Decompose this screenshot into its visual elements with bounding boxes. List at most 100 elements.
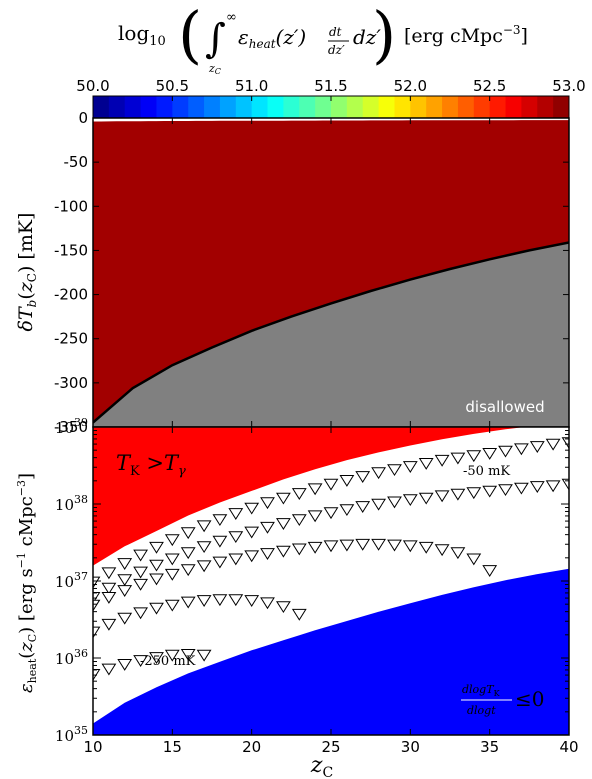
marker-point xyxy=(244,526,260,539)
x-tick-label: 40 xyxy=(559,738,578,756)
x-ticks: 10 15 20 25 30 35 40 xyxy=(83,118,579,756)
marker-point xyxy=(545,480,561,493)
top-y-tick-label: -300 xyxy=(54,374,88,392)
colorbar-band xyxy=(108,96,126,118)
colorbar-tick-label: 52.0 xyxy=(394,77,427,95)
colorbar-band xyxy=(188,96,205,118)
colorbar-band xyxy=(283,96,300,118)
marker-point xyxy=(180,596,196,609)
marker-point xyxy=(307,510,323,523)
marker-point xyxy=(228,553,244,566)
marker-point xyxy=(212,514,228,527)
tk-gt-tgamma-label: TK >Tγ xyxy=(116,451,186,479)
marker-point xyxy=(133,655,149,667)
colorbar-band xyxy=(473,96,491,118)
marker-point xyxy=(228,594,244,607)
marker-point xyxy=(291,514,307,527)
colorbar-band xyxy=(442,96,459,118)
marker-point xyxy=(371,538,387,551)
marker-point xyxy=(545,438,561,451)
marker-point xyxy=(466,450,482,463)
marker-point xyxy=(244,550,260,563)
colorbar-band xyxy=(457,96,475,118)
top-y-tick-label: -350 xyxy=(54,418,88,436)
colorbar-tick-label: 51.0 xyxy=(235,77,268,95)
colorbar-band xyxy=(489,96,507,118)
bottom-y-tick-label: 1038 xyxy=(55,493,88,514)
colorbar-band xyxy=(93,96,110,118)
marker-point xyxy=(260,548,275,560)
top-y-tick-label: -200 xyxy=(54,286,88,304)
colorbar-tick-label: 51.5 xyxy=(314,77,347,95)
marker-point xyxy=(164,649,180,662)
marker-point xyxy=(149,559,164,572)
bottom-y-tick-label: 1037 xyxy=(55,570,88,591)
marker-point xyxy=(93,626,101,639)
svg-text:dlogTK: dlogTK xyxy=(462,683,501,698)
svg-text:dz′: dz′ xyxy=(328,43,345,57)
marker-point xyxy=(196,541,212,554)
marker-point xyxy=(291,608,307,621)
marker-point xyxy=(164,599,180,612)
colorbar-band xyxy=(410,96,427,118)
bottom-y-tick-label: 1039 xyxy=(55,416,88,437)
top-y-tick-label: -50 xyxy=(64,153,89,171)
marker-point xyxy=(387,539,402,552)
marker-point xyxy=(513,482,529,495)
marker-point xyxy=(260,521,275,534)
svg-text:log10: log10 xyxy=(118,21,166,49)
marker-point xyxy=(418,492,434,505)
marker-point xyxy=(355,501,371,513)
svg-text:εheat(zC) [erg s−1 cMpc−3]: εheat(zC) [erg s−1 cMpc−3] xyxy=(15,473,39,693)
marker-point xyxy=(450,547,466,560)
colorbar-tick-label: 53.0 xyxy=(552,77,585,95)
colorbar-band xyxy=(394,96,411,118)
marker-point xyxy=(228,531,244,544)
marker-point xyxy=(498,445,513,458)
marker-point xyxy=(275,545,291,558)
dlogtk-region xyxy=(93,568,569,735)
marker-point xyxy=(371,498,387,511)
colorbar-band xyxy=(299,96,316,118)
colorbar-band xyxy=(124,96,142,118)
colorbar-band xyxy=(362,96,380,118)
colorbar xyxy=(92,95,570,119)
disallowed-region xyxy=(93,242,569,427)
marker-point xyxy=(133,549,149,562)
marker-point xyxy=(529,441,545,453)
x-axis-label: zC xyxy=(310,753,333,779)
marker-point xyxy=(482,448,498,460)
marker-point xyxy=(275,492,291,505)
colorbar-band xyxy=(251,96,269,118)
marker-point xyxy=(434,490,450,503)
marker-point xyxy=(180,547,196,560)
marker-point xyxy=(402,461,418,473)
svg-text:(: ( xyxy=(178,0,202,71)
marker-point xyxy=(307,483,323,496)
bottom-y-axis-label: εheat(zC) [erg s−1 cMpc−3] xyxy=(15,473,39,693)
marker-point xyxy=(164,534,180,547)
annotation-50mk: -50 mK xyxy=(463,464,510,479)
marker-point xyxy=(355,471,371,483)
colorbar-band xyxy=(156,96,173,118)
marker-point xyxy=(307,541,323,554)
marker-point xyxy=(371,467,387,480)
marker-point xyxy=(244,595,260,607)
marker-point xyxy=(291,543,307,556)
marker-point xyxy=(275,518,291,530)
top-y-axis-label: δTb(zC) [mK] xyxy=(15,213,39,332)
marker-point xyxy=(117,612,133,625)
colorbar-band xyxy=(505,96,522,118)
marker-point xyxy=(561,478,569,491)
marker-point xyxy=(323,478,339,491)
marker-point xyxy=(450,488,466,501)
marker-point xyxy=(212,535,228,548)
colorbar-ticks: 50.0 50.5 51.0 51.5 52.0 52.5 53.0 xyxy=(76,77,586,101)
marker-point xyxy=(244,502,260,515)
top-y-ticks: 0 -50 -100 -150 -200 -250 -300 -350 xyxy=(54,109,569,436)
marker-point xyxy=(93,576,101,589)
top-y-tick-label: 0 xyxy=(78,109,88,127)
marker-point xyxy=(482,485,498,498)
colorbar-band xyxy=(537,96,554,118)
svg-text:dt: dt xyxy=(329,25,342,39)
